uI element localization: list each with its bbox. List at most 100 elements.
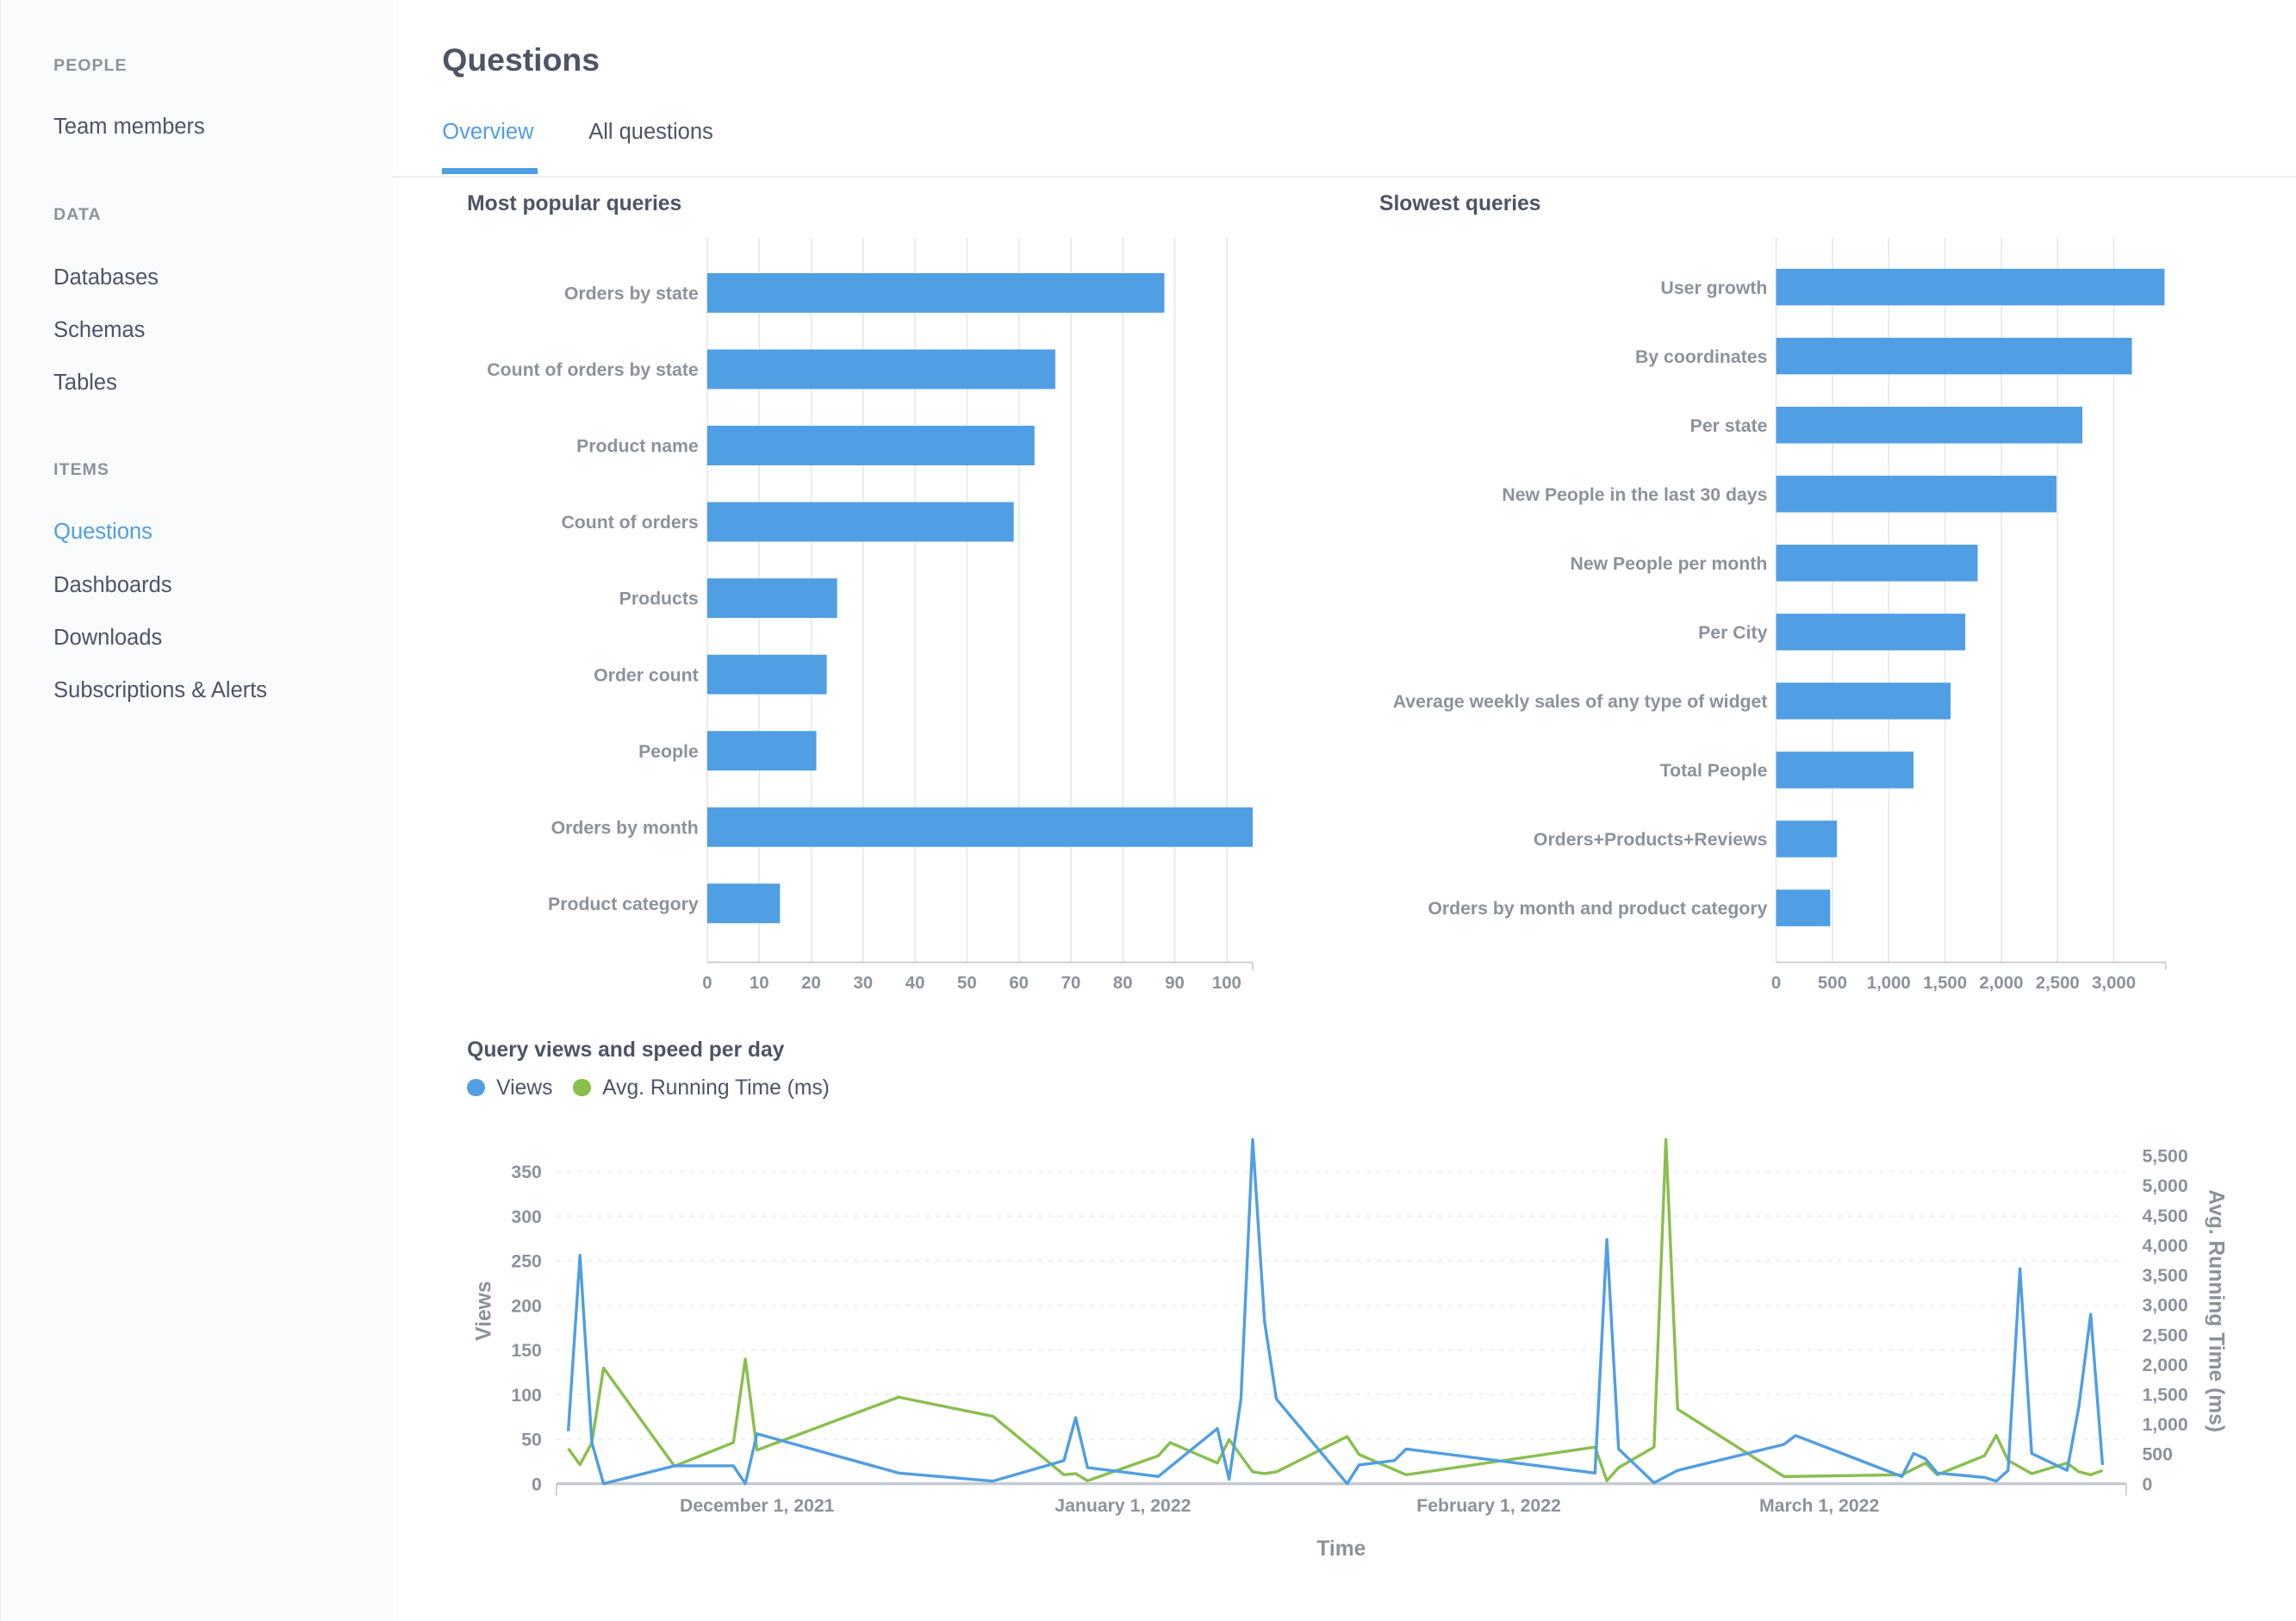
active-tab-indicator — [442, 168, 538, 175]
sidebar-item-subscriptions-alerts[interactable]: Subscriptions & Alerts — [53, 677, 268, 702]
category-label: Product category — [548, 894, 699, 914]
category-label: Count of orders — [561, 512, 698, 533]
tab-overview[interactable]: Overview — [442, 120, 534, 145]
x-tick-label: 2,500 — [2036, 974, 2080, 993]
x-tick-label: 60 — [1009, 974, 1029, 993]
category-label: Orders by state — [564, 284, 699, 304]
y-tick-label: 150 — [511, 1340, 541, 1361]
x-tick-label: February 1, 2022 — [1416, 1495, 1561, 1516]
x-tick-label: 100 — [1212, 974, 1241, 993]
y2-tick-label: 3,500 — [2143, 1265, 2188, 1286]
x-tick-label: 500 — [1818, 974, 1847, 993]
page-title: Questions — [442, 41, 600, 78]
bar — [1776, 820, 1838, 857]
category-label: Per state — [1690, 415, 1768, 436]
chart-title-slowest: Slowest queries — [1379, 191, 1541, 215]
x-axis-title: Time — [1316, 1537, 1366, 1561]
bar — [706, 883, 781, 924]
sidebar-item-team-members[interactable]: Team members — [53, 114, 205, 139]
bar — [1776, 751, 1914, 789]
y2-tick-label: 1,500 — [2143, 1385, 2188, 1406]
category-label: Orders by month — [551, 817, 699, 838]
y2-tick-label: 3,000 — [2143, 1295, 2188, 1316]
y2-tick-label: 5,500 — [2143, 1146, 2188, 1167]
bar — [1776, 889, 1831, 926]
bar — [1776, 545, 1978, 582]
legend-item-running-time[interactable]: Avg. Running Time (ms) — [573, 1076, 830, 1100]
x-tick-label: 3,000 — [2092, 974, 2136, 993]
category-label: Products — [619, 589, 699, 609]
sidebar-item-tables[interactable]: Tables — [53, 370, 117, 395]
y-tick-label: 100 — [511, 1385, 541, 1406]
bar — [706, 502, 1014, 542]
sidebar-item-questions[interactable]: Questions — [53, 520, 152, 545]
bar — [1776, 406, 2083, 444]
x-tick-label: 1,000 — [1867, 974, 1911, 993]
category-label: New People per month — [1571, 553, 1768, 574]
x-tick-label: December 1, 2021 — [680, 1495, 835, 1516]
x-tick-label: 30 — [853, 974, 873, 993]
sidebar-item-downloads[interactable]: Downloads — [53, 625, 163, 650]
y2-tick-label: 2,000 — [2143, 1355, 2188, 1375]
y2-tick-label: 5,000 — [2143, 1175, 2188, 1196]
x-tick-label: 90 — [1165, 974, 1185, 993]
legend-dot-running-time — [573, 1078, 591, 1096]
sidebar: PEOPLE Team members DATA Databases Schem… — [0, 0, 394, 1621]
x-tick-label: January 1, 2022 — [1055, 1495, 1191, 1516]
x-tick-label: 40 — [905, 974, 925, 993]
section-label-data: DATA — [53, 204, 102, 224]
chart-legend: Views Avg. Running Time (ms) — [467, 1076, 830, 1100]
x-tick-label: 0 — [1771, 974, 1781, 993]
bar — [1776, 268, 2165, 306]
section-label-items: ITEMS — [53, 459, 109, 479]
category-label: Per City — [1698, 622, 1767, 643]
bar — [706, 578, 837, 619]
y2-tick-label: 4,000 — [2143, 1235, 2188, 1256]
x-tick-label: 1,500 — [1923, 974, 1967, 993]
category-label: User growth — [1661, 277, 1768, 298]
sidebar-item-databases[interactable]: Databases — [53, 265, 159, 290]
bar — [706, 807, 1254, 847]
category-label: People — [638, 741, 699, 762]
y-tick-label: 50 — [521, 1430, 542, 1450]
y-tick-label: 350 — [511, 1162, 541, 1182]
tabs-divider — [392, 175, 2296, 178]
category-label: Orders by month and product category — [1428, 898, 1767, 919]
bar — [706, 654, 827, 695]
views-line — [566, 1138, 2105, 1486]
category-label: Order count — [594, 664, 699, 685]
category-label: Average weekly sales of any type of widg… — [1393, 691, 1768, 712]
y2-tick-label: 1,000 — [2143, 1414, 2188, 1435]
y2-tick-label: 4,500 — [2143, 1206, 2188, 1226]
legend-label-running-time: Avg. Running Time (ms) — [602, 1076, 830, 1100]
legend-dot-views — [467, 1078, 485, 1096]
running-time-line — [567, 1138, 2104, 1482]
tab-all-questions[interactable]: All questions — [588, 120, 713, 145]
x-tick-label: 0 — [702, 974, 712, 993]
bar — [1776, 337, 2132, 375]
x-tick-label: 10 — [750, 974, 769, 993]
bar — [1776, 614, 1966, 651]
legend-item-views[interactable]: Views — [467, 1076, 552, 1100]
y-tick-label: 200 — [511, 1295, 541, 1316]
category-label: Count of orders by state — [487, 359, 699, 380]
y-tick-label: 0 — [532, 1474, 542, 1494]
bar — [706, 426, 1035, 465]
x-tick-label: 80 — [1113, 974, 1133, 993]
x-tick-label: 2,000 — [1979, 974, 2023, 993]
category-label: Total People — [1660, 760, 1768, 781]
y2-tick-label: 0 — [2143, 1474, 2153, 1494]
category-label: By coordinates — [1635, 346, 1767, 367]
category-label: New People in the last 30 days — [1502, 484, 1767, 505]
x-tick-label: 20 — [801, 974, 821, 993]
chart-title-popular: Most popular queries — [467, 191, 682, 215]
sidebar-item-schemas[interactable]: Schemas — [53, 317, 146, 342]
y-tick-label: 300 — [511, 1206, 541, 1227]
sidebar-item-dashboards[interactable]: Dashboards — [53, 572, 172, 597]
chart-title-views-speed: Query views and speed per day — [467, 1038, 785, 1063]
section-label-people: PEOPLE — [53, 55, 128, 75]
